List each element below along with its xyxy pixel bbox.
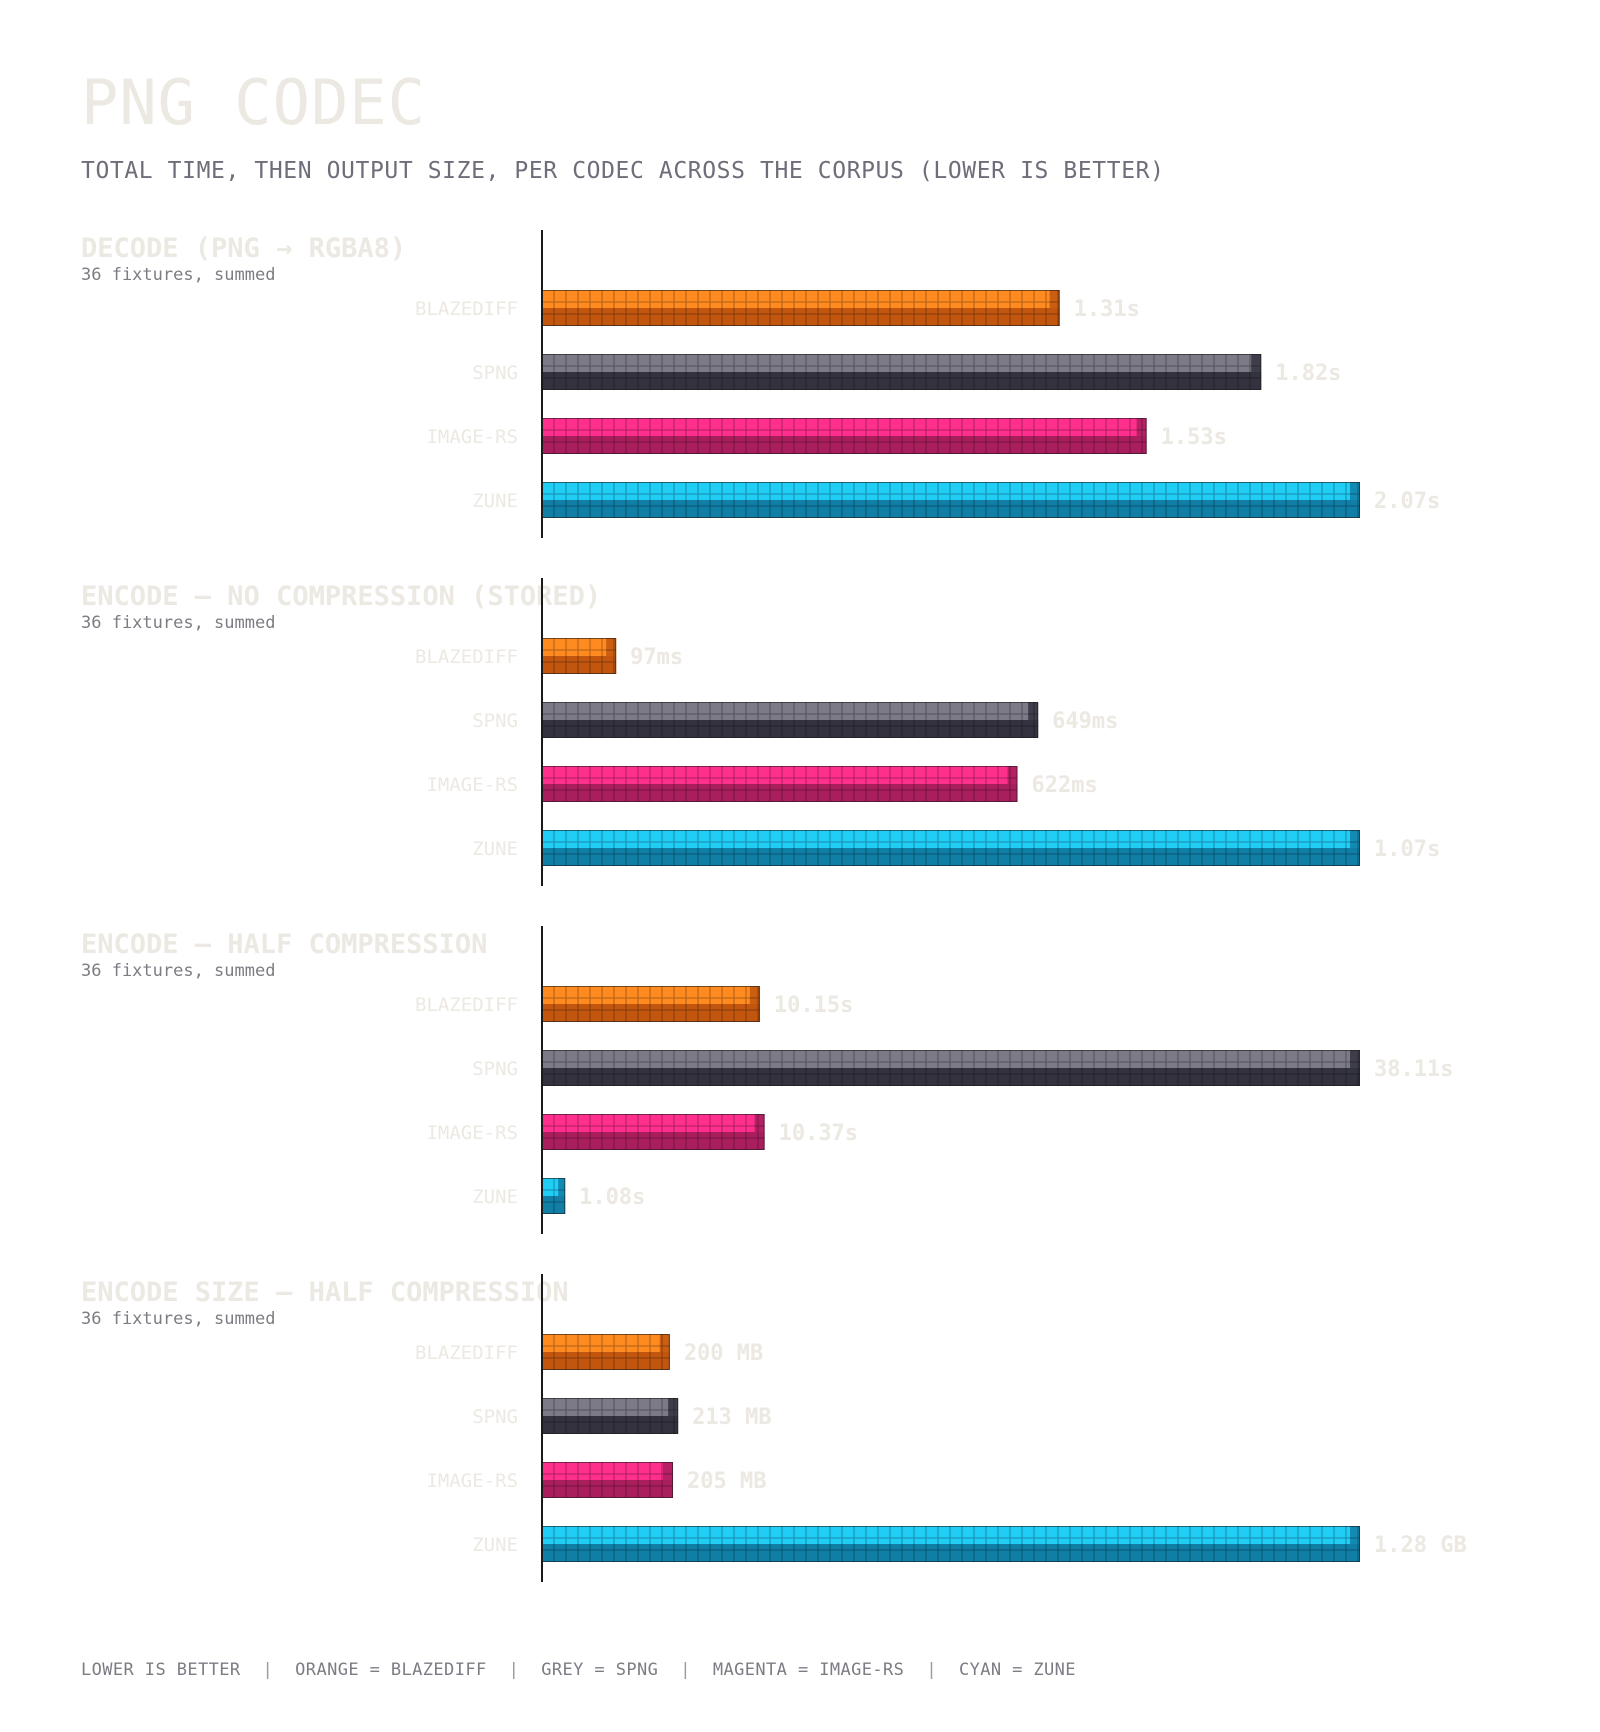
bar-blazediff: [542, 638, 617, 674]
value-label: 2.07s: [1374, 489, 1440, 514]
category-label: SPNG: [472, 710, 518, 732]
value-label: 1.28 GB: [1374, 1533, 1467, 1558]
panel-note: 36 fixtures, summed: [81, 265, 276, 285]
bar-spng: [542, 354, 1262, 390]
legend-separator: |: [680, 1660, 691, 1680]
panel-note: 36 fixtures, summed: [81, 961, 276, 981]
legend-item-image-rs: MAGENTA = IMAGE-RS: [712, 1660, 905, 1680]
chart-subtitle: TOTAL TIME, THEN OUTPUT SIZE, PER CODEC …: [81, 158, 1165, 184]
category-label: IMAGE-RS: [426, 1122, 518, 1144]
panel-encode-half: ENCODE — HALF COMPRESSION 36 fixtures, s…: [0, 926, 1600, 1239]
legend-item-spng: GREY = SPNG: [541, 1660, 659, 1680]
bar-chart-encode-size: BLAZEDIFF 200 MB SPNG 213 MB IMAGE-RS 205 MB Z…: [415, 1274, 1467, 1582]
category-label: ZUNE: [472, 1186, 518, 1208]
value-label: 622ms: [1032, 773, 1098, 798]
bar-zune: [542, 1178, 566, 1214]
category-label: IMAGE-RS: [426, 426, 518, 448]
legend-note: LOWER IS BETTER: [81, 1660, 241, 1680]
category-label: ZUNE: [472, 838, 518, 860]
bar-chart-decode: BLAZEDIFF 1.31s SPNG 1.82s IMAGE-RS 1.53s ZUNE…: [415, 230, 1440, 538]
panel-title: ENCODE — NO COMPRESSION (STORED): [81, 581, 602, 612]
value-label: 38.11s: [1374, 1057, 1453, 1082]
category-label: IMAGE-RS: [426, 774, 518, 796]
legend-separator: |: [508, 1660, 520, 1680]
legend-item-blazediff: ORANGE = BLAZEDIFF: [295, 1660, 487, 1680]
legend-separator: |: [926, 1660, 937, 1680]
bar-zune: [542, 1526, 1360, 1562]
panel-note: 36 fixtures, summed: [81, 613, 276, 633]
value-label: 97ms: [630, 645, 683, 670]
value-label: 205 MB: [687, 1469, 766, 1494]
category-label: SPNG: [472, 1406, 518, 1428]
panel-note: 36 fixtures, summed: [81, 1309, 276, 1329]
legend-item-zune: CYAN = ZUNE: [958, 1660, 1076, 1680]
value-label: 10.37s: [779, 1121, 858, 1146]
legend-separator: |: [262, 1660, 274, 1680]
bar-spng: [542, 1398, 679, 1434]
bar-image-rs: [542, 766, 1018, 802]
bar-chart-encode-half: BLAZEDIFF 10.15s SPNG 38.11s IMAGE-RS 10.37s Z…: [415, 926, 1453, 1234]
panel-title: DECODE (PNG → RGBA8): [81, 233, 407, 264]
panel-title: ENCODE — HALF COMPRESSION: [81, 929, 488, 960]
value-label: 1.53s: [1161, 425, 1227, 450]
panel-title: ENCODE SIZE — HALF COMPRESSION: [81, 1277, 569, 1308]
value-label: 1.82s: [1275, 361, 1341, 386]
value-label: 1.08s: [579, 1185, 645, 1210]
bar-blazediff: [542, 290, 1060, 326]
bar-image-rs: [542, 418, 1147, 454]
value-label: 1.31s: [1074, 297, 1140, 322]
value-label: 10.15s: [774, 993, 853, 1018]
value-label: 200 MB: [684, 1341, 763, 1366]
category-label: BLAZEDIFF: [415, 298, 518, 320]
panel-encode-stored: ENCODE — NO COMPRESSION (STORED) 36 fixt…: [0, 578, 1600, 891]
bar-blazediff: [542, 986, 760, 1022]
value-label: 649ms: [1052, 709, 1118, 734]
panel-decode: DECODE (PNG → RGBA8) 36 fixtures, summed…: [0, 230, 1600, 543]
panel-encode-size: ENCODE SIZE — HALF COMPRESSION 36 fixtur…: [0, 1274, 1600, 1587]
chart-title: PNG CODEC: [81, 66, 426, 139]
bar-zune: [542, 830, 1360, 866]
category-label: BLAZEDIFF: [415, 1342, 518, 1364]
category-label: SPNG: [472, 362, 518, 384]
bar-image-rs: [542, 1462, 674, 1498]
footer-legend: LOWER IS BETTER | ORANGE = BLAZEDIFF | GREY …: [81, 1660, 1076, 1680]
category-label: IMAGE-RS: [426, 1470, 518, 1492]
bar-spng: [542, 1050, 1360, 1086]
bar-chart-encode-stored: BLAZEDIFF 97ms SPNG 649ms IMAGE-RS 622ms ZUNE 1…: [415, 578, 1440, 886]
category-label: BLAZEDIFF: [415, 994, 518, 1016]
bar-blazediff: [542, 1334, 670, 1370]
bar-zune: [542, 482, 1360, 518]
category-label: ZUNE: [472, 1534, 518, 1556]
bar-spng: [542, 702, 1039, 738]
category-label: BLAZEDIFF: [415, 646, 518, 668]
category-label: SPNG: [472, 1058, 518, 1080]
bar-image-rs: [542, 1114, 765, 1150]
value-label: 1.07s: [1374, 837, 1440, 862]
category-label: ZUNE: [472, 490, 518, 512]
value-label: 213 MB: [692, 1405, 771, 1430]
